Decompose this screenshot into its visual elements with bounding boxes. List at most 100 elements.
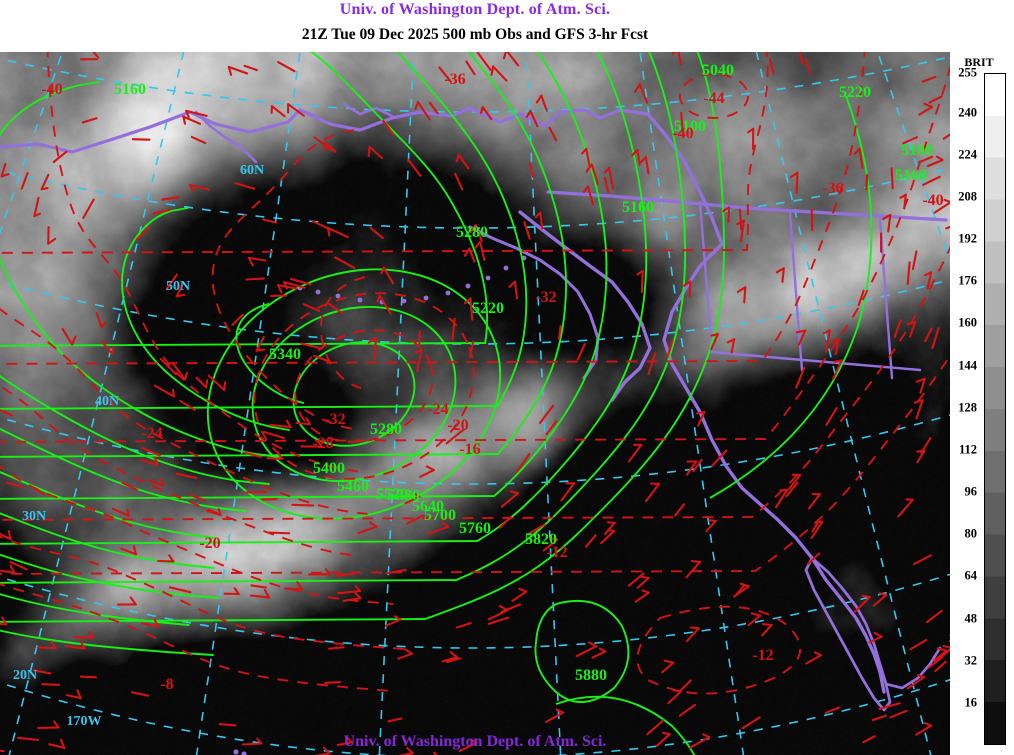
- wind-barb: [487, 616, 510, 625]
- wind-barb: [465, 60, 476, 76]
- colorbar-tick-label: 112: [958, 442, 977, 457]
- latitude-line: [0, 414, 950, 485]
- wind-barb: [926, 609, 943, 624]
- temperature-contour-label: -28: [312, 435, 334, 452]
- wind-barb: [456, 622, 472, 629]
- wind-barb: [384, 615, 402, 627]
- wind-barb: [515, 453, 531, 473]
- wind-barb: [798, 52, 804, 65]
- wind-barb: [647, 352, 657, 375]
- wind-barb: [40, 173, 50, 191]
- wind-barb: [795, 366, 806, 389]
- colorbar-tick-label: 208: [958, 189, 977, 204]
- wind-barb: [502, 52, 520, 67]
- wind-barb: [250, 589, 271, 599]
- temperature-contour-label: -12: [752, 647, 774, 664]
- wind-barb: [918, 155, 934, 164]
- coastline: [468, 106, 650, 128]
- wind-barb: [810, 208, 814, 231]
- wind-barb: [627, 572, 645, 587]
- temperature-contour-label: -40: [41, 81, 63, 98]
- temperature-contour-label: -12: [546, 544, 568, 561]
- wind-barb: [159, 357, 178, 376]
- wind-barb: [0, 408, 14, 417]
- temperature-contour: [0, 52, 769, 515]
- wind-barb: [295, 417, 312, 426]
- wind-barb: [736, 286, 747, 304]
- wind-barb: [419, 465, 435, 478]
- wind-barb: [741, 716, 761, 730]
- wind-barb: [455, 153, 470, 170]
- wind-barb: [634, 83, 649, 104]
- wind-barb: [262, 218, 277, 224]
- wind-barb: [631, 149, 641, 166]
- wind-barb: [646, 719, 665, 736]
- height-contour: [0, 52, 489, 485]
- wind-barb: [906, 674, 926, 690]
- latitude-line: [0, 573, 950, 649]
- colorbar-title: BRIT: [964, 55, 994, 69]
- temperature-contour-label: -44: [703, 90, 725, 107]
- wind-barb: [822, 329, 831, 353]
- wind-barb: [853, 147, 864, 170]
- wind-barb: [16, 736, 40, 741]
- wind-barb: [79, 675, 97, 679]
- wind-barb: [0, 162, 10, 178]
- wind-barb: [66, 689, 82, 700]
- watermark-bottom: Univ. of Washington Dept. of Atm. Sci.: [343, 733, 607, 750]
- wind-barb: [788, 473, 802, 490]
- page-title-main: 21Z Tue 09 Dec 2025 500 mb Obs and GFS 3…: [301, 26, 649, 43]
- wind-barb: [407, 158, 422, 177]
- wind-barb: [932, 647, 948, 662]
- graticule-label: 170W: [66, 714, 102, 729]
- wind-barb: [934, 660, 947, 673]
- wind-barb: [428, 101, 439, 115]
- wind-barb: [387, 717, 403, 723]
- wind-barb: [223, 587, 240, 596]
- temperature-contour-label: -36: [822, 180, 844, 197]
- wind-barb: [152, 208, 171, 215]
- wind-barb: [308, 568, 331, 576]
- island-marker: [241, 751, 247, 755]
- wind-barb: [685, 626, 700, 643]
- wind-barb: [189, 183, 211, 193]
- height-contour-label: 5520: [376, 486, 408, 503]
- wind-barb: [582, 185, 595, 206]
- wind-barb: [231, 313, 244, 326]
- wind-barb: [768, 58, 775, 75]
- wind-barb: [906, 320, 917, 338]
- height-contour-label: 5280: [370, 421, 402, 438]
- wind-barb: [685, 460, 698, 476]
- height-contour-label: 5580: [388, 487, 420, 504]
- height-contour-label: 5040: [702, 62, 734, 79]
- wind-barb: [175, 281, 186, 298]
- wind-barb: [678, 703, 697, 717]
- temperature-contour-label: -16: [459, 441, 481, 458]
- height-contour-label: 5700: [424, 507, 456, 524]
- wind-barb: [585, 163, 599, 185]
- wind-barb: [190, 135, 207, 145]
- wind-barb: [266, 451, 284, 460]
- wind-barb: [865, 173, 869, 191]
- temperature-contour: [46, 52, 362, 473]
- wind-barb: [207, 374, 227, 391]
- temperature-contour: [253, 292, 475, 480]
- height-contour: [555, 695, 696, 755]
- wind-barb: [243, 64, 258, 72]
- wind-barb: [915, 722, 933, 736]
- wind-barb: [261, 498, 278, 501]
- wind-barb: [20, 172, 29, 190]
- wind-barb: [385, 568, 407, 575]
- wind-barb: [140, 618, 160, 628]
- wind-barb: [909, 638, 928, 651]
- satellite-map-panel[interactable]: 5160 5040 5220 5100 5160 5100 5160 5280 5220 5340…: [0, 52, 950, 755]
- height-contour: [0, 52, 687, 626]
- wind-barb: [336, 737, 353, 747]
- height-contour: [235, 303, 305, 404]
- wind-barb: [36, 640, 57, 650]
- wind-barb: [603, 176, 610, 194]
- wind-barb: [270, 105, 286, 118]
- wind-barb: [832, 359, 843, 381]
- wind-barb: [924, 327, 933, 343]
